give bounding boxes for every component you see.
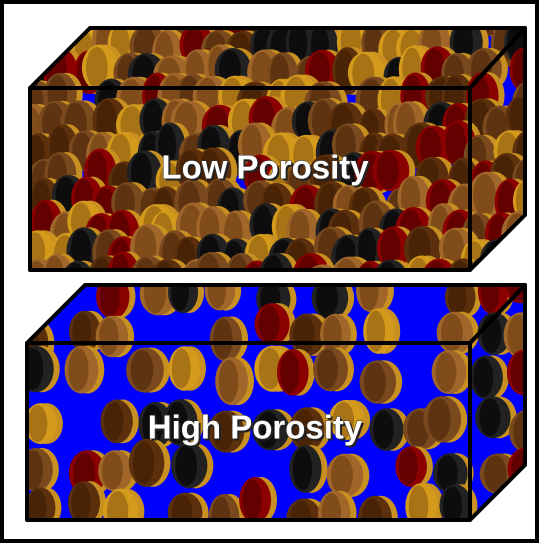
grain-part (331, 456, 353, 495)
grain-part (428, 398, 451, 440)
grain-part (28, 405, 47, 442)
grain-part (399, 448, 418, 485)
grain (432, 350, 473, 394)
grain-part (377, 152, 399, 189)
grain-part (293, 316, 314, 354)
grain-part (317, 349, 338, 389)
panel-label: Low Porosity (161, 149, 369, 186)
grain-part (473, 174, 495, 217)
high-porosity-box: High Porosity High Porosity (17, 258, 539, 543)
grain (423, 396, 467, 442)
grain-part (213, 319, 232, 359)
grain-part (71, 483, 90, 522)
grain-part (366, 311, 385, 352)
low-porosity-box: Low Porosity Low Porosity (15, 0, 539, 307)
grain (313, 347, 354, 391)
grain-part (131, 350, 154, 391)
grain (100, 400, 138, 444)
grain-part (473, 358, 493, 397)
grain-part (99, 318, 119, 355)
grain (126, 347, 170, 392)
grain-part (373, 410, 393, 448)
grain-part (104, 402, 123, 441)
grain-part (293, 447, 312, 490)
panel-label: High Porosity (148, 409, 363, 446)
grain-part (436, 352, 457, 392)
grain (68, 481, 106, 524)
grain-part (259, 305, 280, 343)
grain (210, 317, 248, 362)
grain (171, 443, 213, 488)
grain-part (441, 314, 463, 352)
grain (363, 308, 400, 354)
grain (360, 360, 403, 404)
grain-part (172, 348, 191, 388)
grain-part (479, 398, 500, 436)
grain (254, 303, 295, 345)
grain (395, 446, 433, 487)
grain (470, 355, 509, 399)
grain (24, 403, 62, 444)
grain-part (364, 362, 386, 401)
grain (215, 357, 254, 405)
grain-part (133, 441, 154, 484)
grain-part (102, 452, 123, 489)
porosity-diagram: Low Porosity Low Porosity High Porosity … (0, 0, 539, 543)
grain (64, 346, 104, 394)
grain-part (68, 348, 88, 391)
grain (327, 454, 370, 498)
grain (289, 445, 327, 493)
grain-part (243, 479, 262, 521)
grain-part (280, 351, 299, 393)
grain-part (219, 360, 239, 403)
grain (169, 346, 206, 390)
grain (239, 477, 277, 523)
grain (437, 312, 479, 354)
grain-part (175, 445, 197, 486)
grain (96, 316, 135, 358)
grain (277, 349, 315, 396)
